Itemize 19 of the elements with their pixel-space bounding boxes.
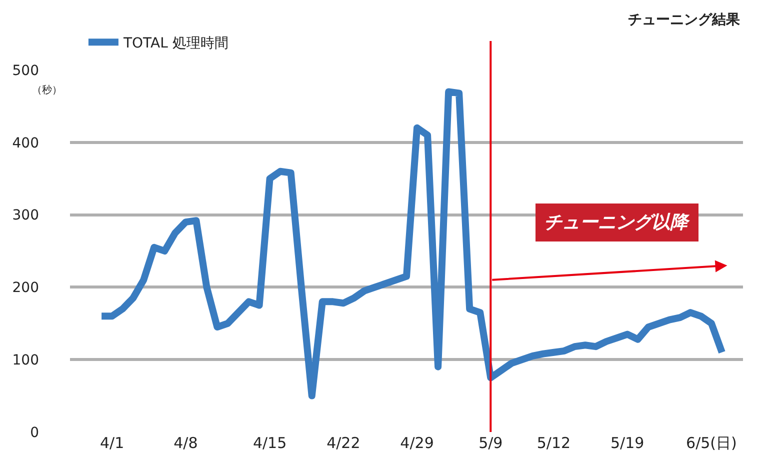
y-tick-label: 200 [12, 280, 39, 296]
chart-title: チューニング結果 [628, 12, 742, 28]
legend-label: TOTAL 処理時間 [122, 36, 228, 52]
y-tick-label: 100 [12, 352, 39, 368]
y-tick-label: 500 [12, 62, 39, 79]
x-tick-label: 4/1 [100, 434, 124, 452]
y-tick-label: 400 [12, 135, 39, 152]
y-tick-label: 300 [12, 208, 39, 224]
x-tick-label: 5/12 [536, 434, 571, 452]
y-axis-title: （秒） [32, 84, 62, 96]
x-tick-label: 5/19 [610, 434, 644, 452]
y-tick-label: 0 [30, 424, 39, 441]
x-tick-label: 5/9 [478, 434, 503, 452]
x-tick-label: 4/15 [252, 434, 287, 452]
x-tick-label: 4/8 [174, 434, 198, 452]
x-tick-label: 6/5(日) [686, 434, 737, 452]
annotation: チューニング以降 [544, 212, 690, 233]
x-tick-label: 4/22 [326, 434, 360, 452]
x-tick-label: 4/29 [400, 434, 434, 452]
